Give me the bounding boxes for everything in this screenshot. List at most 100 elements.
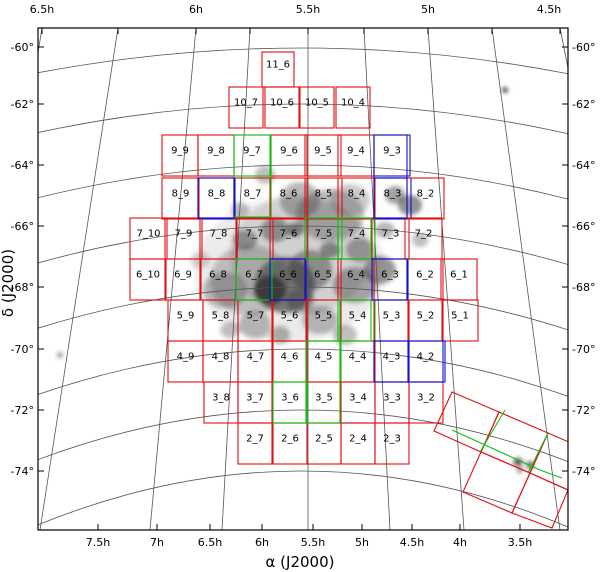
tile-outline bbox=[264, 86, 300, 129]
ra-tick-label-top: 6.5h bbox=[30, 3, 54, 16]
dec-tick-label-right: -72° bbox=[572, 404, 595, 417]
tile-label: 4_4 bbox=[349, 352, 367, 363]
tile-label: 7_6 bbox=[280, 229, 298, 240]
survey-tile: 9_4 bbox=[337, 134, 375, 177]
tile-accent-outline bbox=[233, 134, 272, 218]
tile-label: 3_5 bbox=[315, 393, 333, 404]
dec-tick-label-right: -62° bbox=[572, 98, 595, 111]
survey-tile: 3_5 bbox=[306, 381, 342, 424]
rotated-tile-accent bbox=[527, 432, 549, 474]
tile-label: 8_9 bbox=[172, 189, 190, 200]
declination-arc bbox=[38, 225, 568, 265]
tile-label: 6_9 bbox=[174, 270, 192, 281]
tile-label: 6_1 bbox=[450, 270, 468, 281]
tile-outline bbox=[161, 177, 200, 220]
ra-tick-label-bottom: 7.5h bbox=[86, 536, 110, 549]
survey-tile: 8_4 bbox=[337, 177, 376, 220]
rotated-tile-outline bbox=[529, 432, 568, 491]
tile-label: 5_5 bbox=[315, 311, 333, 322]
declination-arc bbox=[38, 470, 568, 528]
tick-labels: 6.5h 6h 5.5h 5h 4.5h 7.5h 7h 6.5h 6h 5.5h 5h 4.5h 4h… bbox=[11, 3, 596, 549]
tile-label: 3_2 bbox=[417, 393, 435, 404]
tile-outline bbox=[337, 177, 376, 220]
tile-label: 9_9 bbox=[171, 146, 189, 157]
survey-tile: 8_9 bbox=[161, 177, 200, 220]
tile-label: 8_8 bbox=[208, 189, 226, 200]
tile-label: 7_7 bbox=[246, 229, 264, 240]
tile-label: 10_4 bbox=[341, 98, 365, 109]
tile-outline bbox=[299, 86, 335, 129]
tile-label: 7_9 bbox=[175, 229, 193, 240]
tile-label: 6_3 bbox=[381, 270, 399, 281]
right-ascension-meridian bbox=[149, 28, 197, 530]
survey-tile: 2_6 bbox=[272, 422, 308, 465]
declination-arc bbox=[38, 409, 568, 463]
tile-outline bbox=[228, 86, 264, 129]
declination-arc bbox=[38, 286, 568, 331]
tile-label: 6_6 bbox=[279, 270, 297, 281]
tile-label: 3_8 bbox=[212, 393, 230, 404]
x-axis-title: α (J2000) bbox=[266, 553, 335, 571]
declination-arc bbox=[38, 348, 568, 397]
tile-outline bbox=[304, 177, 343, 220]
tile-label: 8_2 bbox=[417, 189, 435, 200]
rotated-tile-accent bbox=[479, 409, 506, 453]
declination-arc bbox=[38, 164, 568, 200]
tile-outline bbox=[269, 177, 308, 220]
ra-tick-label-bottom: 6.5h bbox=[198, 536, 222, 549]
tile-label: 5_9 bbox=[177, 311, 195, 322]
tile-label: 10_5 bbox=[305, 98, 329, 109]
survey-tile: 10_6 bbox=[264, 86, 300, 129]
tile-label: 6_4 bbox=[347, 270, 365, 281]
right-ascension-meridian bbox=[39, 28, 119, 530]
tile-label: 4_5 bbox=[315, 352, 333, 363]
tile-accent-outline bbox=[371, 258, 408, 301]
survey-tile: 2_7 bbox=[237, 422, 273, 465]
survey-tile: 10_5 bbox=[299, 86, 335, 129]
tile-label: 5_2 bbox=[417, 311, 435, 322]
survey-tile: 4_4 bbox=[339, 340, 376, 383]
declination-arc bbox=[38, 103, 568, 135]
survey-tile: 3_6 bbox=[272, 381, 308, 424]
survey-tile: 2_3 bbox=[374, 422, 410, 465]
right-ascension-meridian bbox=[491, 28, 561, 530]
tile-label: 4_2 bbox=[417, 352, 435, 363]
ra-tick-label-bottom: 7h bbox=[150, 536, 164, 549]
survey-tile: 4_7 bbox=[237, 340, 274, 383]
dec-tick-label-left: -70° bbox=[11, 343, 34, 356]
tile-accent-outline bbox=[373, 340, 446, 383]
tile-label: 7_2 bbox=[415, 229, 433, 240]
survey-tile: 5_1 bbox=[441, 299, 479, 342]
tile-accent-outline bbox=[373, 177, 408, 219]
tile-outline bbox=[237, 422, 273, 465]
dec-tick-label-right: -68° bbox=[572, 281, 595, 294]
coordinate-grid bbox=[38, 28, 568, 530]
survey-tiles: 11_6 10_7 10_6 10_5 10_4 9_9 9_8 9_7 9_6 9_5 9_4 9_… bbox=[129, 51, 479, 465]
tile-label: 7_8 bbox=[210, 229, 228, 240]
tile-label: 10_6 bbox=[270, 98, 294, 109]
tile-label: 9_7 bbox=[243, 146, 261, 157]
dec-tick-label-right: -60° bbox=[572, 41, 595, 54]
tile-label: 8_3 bbox=[384, 189, 402, 200]
survey-tile: 4_9 bbox=[167, 340, 204, 383]
survey-tile: 4_5 bbox=[305, 340, 342, 383]
tile-label: 6_2 bbox=[416, 270, 434, 281]
tile-accent-outline bbox=[197, 177, 235, 219]
survey-tile: 3_4 bbox=[340, 381, 376, 424]
rotated-tile-outline bbox=[511, 472, 568, 529]
dec-tick-label-left: -62° bbox=[11, 98, 34, 111]
survey-tile: 2_4 bbox=[340, 422, 376, 465]
survey-tile: 4_6 bbox=[271, 340, 308, 383]
rotated-tile-accent bbox=[451, 429, 563, 479]
tile-label: 7_5 bbox=[315, 229, 333, 240]
tile-accent-outline bbox=[272, 381, 308, 424]
dec-tick-label-left: -74° bbox=[11, 465, 34, 478]
tile-label: 5_4 bbox=[349, 311, 367, 322]
ra-tick-label-bottom: 6h bbox=[255, 536, 269, 549]
survey-tile: 10_7 bbox=[228, 86, 264, 129]
survey-tile: 7_10 bbox=[129, 217, 168, 260]
plot-frame bbox=[37, 27, 569, 531]
survey-tile: 9_9 bbox=[161, 134, 199, 177]
tile-label: 5_3 bbox=[383, 311, 401, 322]
